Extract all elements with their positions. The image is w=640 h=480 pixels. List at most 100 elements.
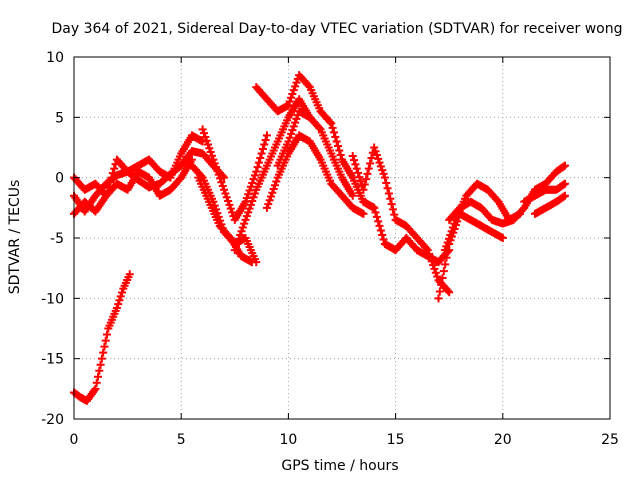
data-point (331, 132, 340, 141)
data-point (383, 184, 392, 193)
data-point (442, 253, 451, 262)
data-point (379, 169, 388, 178)
data-point (198, 125, 207, 134)
data-point (289, 122, 298, 131)
data-point (328, 123, 337, 132)
data-point (249, 193, 258, 202)
data-point (205, 144, 214, 153)
data-point (246, 182, 255, 191)
x-tick-label: 10 (279, 432, 297, 448)
data-point (99, 348, 108, 357)
y-tick-label: 0 (55, 171, 64, 187)
data-point (101, 336, 110, 345)
data-point (378, 230, 387, 239)
data-point (253, 163, 262, 172)
data-point (92, 378, 101, 387)
data-point (498, 234, 507, 242)
data-point (206, 148, 215, 157)
data-point (364, 164, 373, 173)
data-point (289, 86, 298, 95)
data-point (212, 163, 221, 172)
data-point (434, 294, 443, 303)
data-point (560, 191, 569, 200)
data-point (97, 354, 106, 363)
data-point (359, 209, 368, 218)
data-point (108, 169, 117, 178)
data-point (234, 234, 243, 243)
data-point (287, 93, 296, 102)
data-series-track-3 (70, 131, 207, 200)
data-point (327, 119, 336, 128)
data-point (252, 167, 261, 176)
data-point (333, 141, 342, 150)
data-point (241, 215, 250, 224)
data-point (245, 186, 254, 195)
data-point (367, 154, 376, 163)
data-point (329, 128, 338, 137)
data-point (284, 101, 293, 110)
data-point (210, 159, 219, 168)
data-series-track-16 (445, 161, 569, 228)
data-point (107, 173, 116, 182)
data-point (284, 137, 293, 146)
data-series-track-11 (273, 107, 357, 200)
data-point (246, 200, 255, 209)
x-tick-label: 15 (387, 432, 405, 448)
data-point (437, 280, 446, 289)
chart-title: Day 364 of 2021, Sidereal Day-to-day VTE… (52, 21, 623, 37)
data-point (285, 97, 294, 106)
data-point (371, 147, 380, 156)
data-point (431, 268, 440, 277)
data-point (245, 204, 254, 213)
data-point (208, 151, 217, 160)
data-point (201, 132, 210, 141)
data-point (112, 303, 121, 312)
data-point (336, 151, 345, 160)
data-point (271, 181, 279, 190)
y-tick-label: 10 (46, 50, 64, 66)
data-point (214, 170, 223, 179)
y-tick-label: -5 (50, 231, 64, 247)
data-point (355, 173, 364, 182)
data-point (371, 208, 380, 217)
data-point (560, 161, 569, 170)
data-point (348, 151, 357, 160)
data-point (359, 185, 368, 194)
data-point (379, 235, 388, 244)
data-point (384, 189, 393, 198)
data-point (292, 78, 301, 87)
data-point (209, 155, 218, 164)
data-series-track-4 (70, 155, 196, 218)
data-point (230, 246, 239, 255)
y-tick-label: -10 (41, 291, 64, 307)
data-series-track-13 (359, 197, 454, 267)
data-point (218, 181, 227, 190)
data-series-track-12 (348, 143, 454, 297)
data-point (433, 272, 442, 281)
data-point (225, 200, 234, 209)
data-point (445, 288, 454, 297)
data-point (352, 164, 361, 173)
data-point (376, 162, 385, 171)
data-point (375, 158, 384, 167)
data-point (216, 174, 225, 183)
y-tick-label: -20 (41, 412, 64, 428)
data-point (248, 178, 257, 187)
data-point (236, 230, 245, 239)
data-point (315, 123, 324, 132)
data-point (366, 159, 375, 168)
data-point (376, 226, 385, 235)
y-tick-label: -15 (41, 352, 64, 368)
data-point (291, 82, 300, 91)
data-point (242, 194, 251, 203)
data-point (94, 372, 103, 381)
data-point (446, 230, 455, 239)
data-point (356, 177, 365, 186)
data-series-track-7 (198, 125, 271, 224)
data-point (233, 238, 242, 247)
data-point (265, 196, 274, 205)
data-point (241, 197, 250, 206)
data-series-track-9 (252, 71, 379, 212)
data-point (422, 244, 431, 253)
data-point (292, 114, 301, 123)
